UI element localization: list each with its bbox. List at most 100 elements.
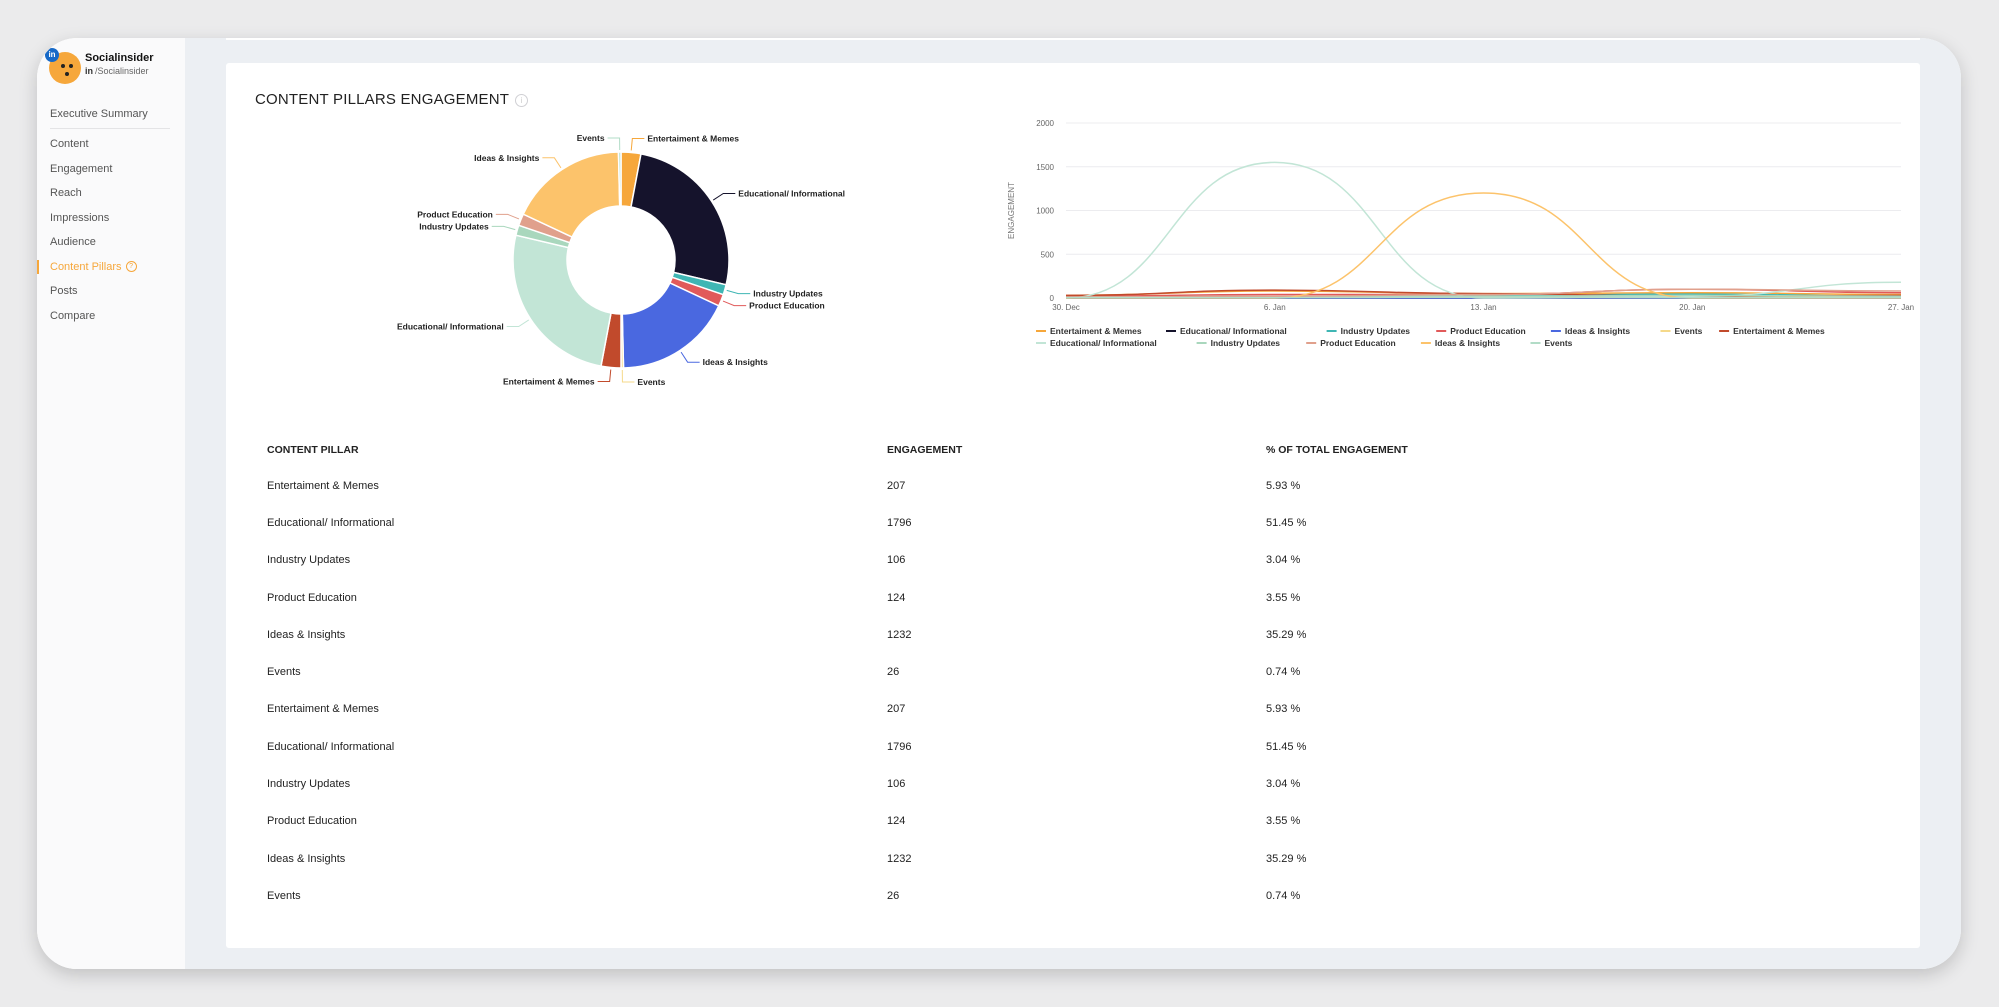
x-tick-label: 27. Jan — [1888, 303, 1914, 312]
brand-name: Socialinsider — [85, 52, 154, 64]
sidebar-item-compare[interactable]: Compare — [50, 309, 96, 322]
sidebar-item-reach[interactable]: Reach — [50, 187, 82, 199]
y-tick-label: 0 — [1050, 294, 1055, 303]
card-title-text: CONTENT PILLARS ENGAGEMENT — [255, 91, 510, 108]
donut-label: Product Education — [417, 209, 493, 219]
legend-item[interactable]: Industry Updates — [1326, 326, 1411, 336]
legend-item[interactable]: Product Education — [1306, 338, 1396, 348]
legend-item[interactable]: Ideas & Insights — [1420, 338, 1500, 348]
legend-label: Ideas & Insights — [1435, 338, 1500, 348]
y-tick-label: 1000 — [1036, 207, 1054, 216]
donut-connector — [722, 300, 747, 307]
column-header-pillar[interactable]: CONTENT PILLAR — [267, 444, 359, 456]
sidebar-item-content-pillars[interactable]: Content Pillars? — [37, 255, 170, 280]
column-header-engagement[interactable]: ENGAGEMENT — [887, 444, 963, 456]
cell-percent: 0.74 % — [1266, 889, 1301, 902]
cell-percent: 51.45 % — [1266, 516, 1307, 529]
table-row[interactable]: Educational/ Informational 1796 51.45 % — [267, 728, 1867, 765]
table-row[interactable]: Ideas & Insights 1232 35.29 % — [267, 840, 1867, 877]
donut-slice[interactable] — [630, 152, 730, 286]
series-line[interactable] — [1065, 288, 1902, 298]
legend-item[interactable]: Entertaiment & Memes — [1036, 326, 1142, 336]
sidebar-item-posts[interactable]: Posts — [50, 285, 78, 297]
legend-item[interactable]: Events — [1530, 338, 1573, 348]
donut-slice[interactable] — [512, 234, 612, 368]
cell-percent: 0.74 % — [1266, 666, 1301, 679]
table-row[interactable]: Ideas & Insights 1232 35.29 % — [267, 616, 1867, 653]
donut-label: Events — [637, 377, 665, 387]
sidebar-item-label: Content Pillars — [50, 260, 122, 273]
legend-item[interactable]: Industry Updates — [1196, 338, 1281, 348]
series-line[interactable] — [1066, 192, 1901, 299]
previous-card-edge — [226, 38, 1920, 40]
donut-connector — [621, 369, 635, 383]
table-row[interactable]: Product Education 124 3.55 % — [267, 803, 1867, 840]
donut-connector — [607, 137, 621, 151]
info-icon[interactable]: i — [515, 93, 529, 107]
donut-label: Entertaiment & Memes — [503, 376, 595, 386]
legend-label: Entertaiment & Memes — [1733, 326, 1825, 336]
y-tick-label: 1500 — [1036, 163, 1054, 172]
donut-connector — [597, 369, 612, 382]
donut-label: Ideas & Insights — [474, 153, 539, 163]
table-row[interactable]: Events 26 0.74 % — [267, 653, 1867, 690]
table-row[interactable]: Events 26 0.74 % — [267, 877, 1867, 914]
cell-engagement: 1796 — [887, 740, 912, 753]
x-tick-label: 20. Jan — [1679, 303, 1705, 312]
cell-percent: 5.93 % — [1266, 703, 1301, 716]
table-row[interactable]: Entertaiment & Memes 207 5.93 % — [267, 691, 1867, 728]
donut-connector — [495, 213, 520, 220]
table-header: CONTENT PILLAR ENGAGEMENT % OF TOTAL ENG… — [267, 433, 1867, 467]
network-label: in — [85, 66, 93, 76]
y-tick-label: 2000 — [1036, 119, 1054, 128]
table-row[interactable]: Industry Updates 106 3.04 % — [267, 542, 1867, 579]
donut-label: Events — [577, 133, 605, 143]
cell-pillar: Product Education — [267, 591, 357, 604]
brand-logo[interactable]: in Socialinsider in/Socialinsider — [45, 48, 175, 92]
legend-label: Educational/ Informational — [1180, 326, 1287, 336]
legend-item[interactable]: Events — [1660, 326, 1703, 336]
pillars-table: CONTENT PILLAR ENGAGEMENT % OF TOTAL ENG… — [267, 433, 1867, 915]
engagement-donut-chart: Entertaiment & Memes Educational/ Informa… — [397, 133, 845, 387]
table-row[interactable]: Product Education 124 3.55 % — [267, 579, 1867, 616]
legend-label: Product Education — [1450, 326, 1526, 336]
donut-label: Industry Updates — [419, 221, 489, 231]
legend-label: Product Education — [1320, 338, 1396, 348]
sidebar-item-content[interactable]: Content — [50, 138, 89, 150]
legend-item[interactable]: Educational/ Informational — [1036, 338, 1157, 348]
sidebar-item-executive-summary[interactable]: Executive Summary — [50, 100, 170, 129]
cell-pillar: Product Education — [267, 815, 357, 828]
legend-item[interactable]: Ideas & Insights — [1550, 326, 1630, 336]
sidebar-item-audience[interactable]: Audience — [50, 236, 96, 248]
donut-label: Product Education — [749, 301, 825, 311]
help-icon[interactable]: ? — [125, 261, 137, 273]
legend-item[interactable]: Entertaiment & Memes — [1719, 326, 1825, 336]
table-row[interactable]: Entertaiment & Memes 207 5.93 % — [267, 467, 1867, 504]
legend-item[interactable]: Product Education — [1436, 326, 1526, 336]
donut-connector — [680, 351, 700, 363]
donut-label: Industry Updates — [753, 289, 823, 299]
x-tick-label: 30. Dec — [1052, 303, 1080, 312]
series-line[interactable] — [1065, 161, 1902, 299]
sidebar-item-engagement[interactable]: Engagement — [50, 162, 113, 175]
main-area: CONTENT PILLARS ENGAGEMENT i Entertaiment… — [185, 38, 1961, 969]
donut-connector — [630, 138, 645, 151]
cell-pillar: Industry Updates — [267, 554, 351, 567]
cell-percent: 3.55 % — [1266, 815, 1301, 828]
donut-connector — [491, 225, 516, 231]
donut-label: Entertaiment & Memes — [647, 134, 739, 144]
cell-engagement: 1796 — [887, 516, 912, 529]
card-title: CONTENT PILLARS ENGAGEMENT i — [255, 91, 529, 108]
donut-slice[interactable] — [617, 151, 622, 207]
cell-engagement: 124 — [887, 815, 906, 828]
legend-label: Events — [1675, 326, 1703, 336]
table-row[interactable]: Industry Updates 106 3.04 % — [267, 765, 1867, 802]
donut-connector — [506, 319, 530, 327]
table-row[interactable]: Educational/ Informational 1796 51.45 % — [267, 504, 1867, 541]
legend-label: Entertaiment & Memes — [1050, 326, 1142, 336]
column-header-percent[interactable]: % OF TOTAL ENGAGEMENT — [1266, 444, 1408, 456]
sidebar-item-impressions[interactable]: Impressions — [50, 211, 110, 224]
y-tick-label: 500 — [1041, 250, 1055, 259]
legend-item[interactable]: Educational/ Informational — [1166, 326, 1287, 336]
donut-connector — [712, 193, 736, 201]
